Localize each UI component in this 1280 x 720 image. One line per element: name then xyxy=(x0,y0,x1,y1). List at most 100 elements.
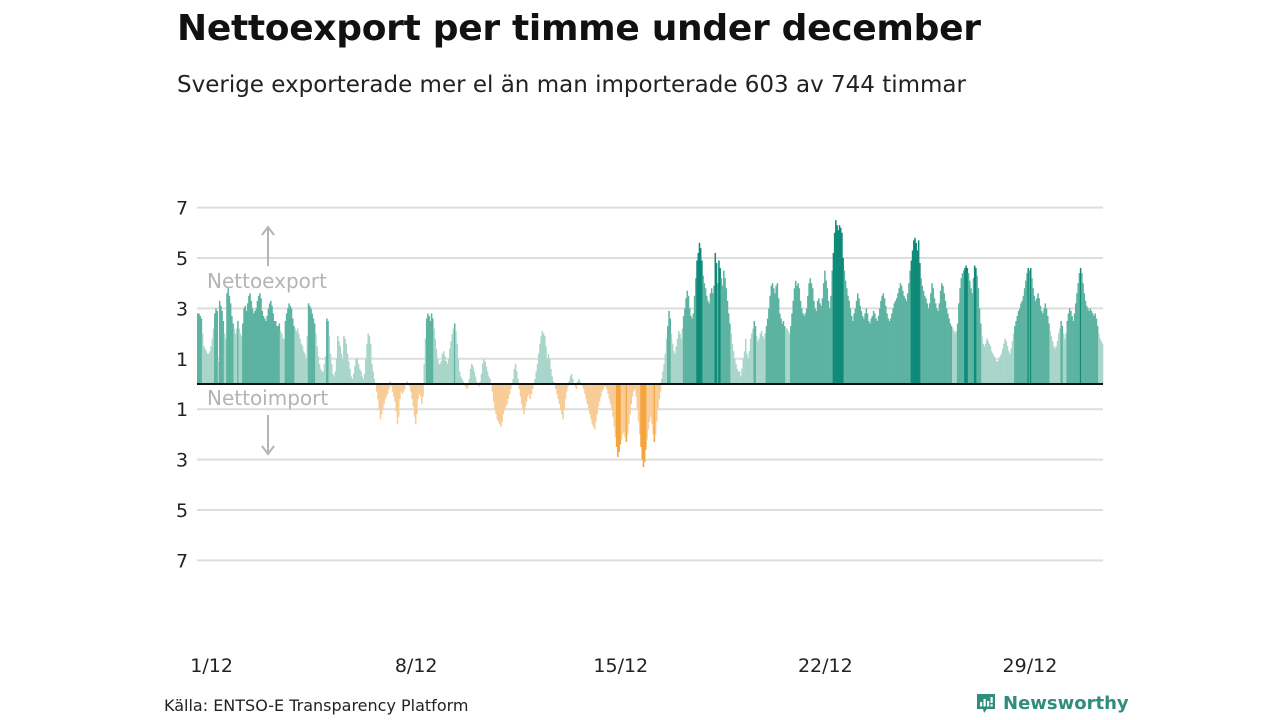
hour-bar xyxy=(530,384,533,395)
hour-bar xyxy=(244,305,247,384)
hour-bar xyxy=(217,361,220,384)
annotations: Nettoexport Nettoimport xyxy=(207,225,328,456)
hour-bar xyxy=(355,358,357,384)
hour-bar xyxy=(830,295,832,384)
hour-bar xyxy=(872,310,875,384)
hour-bar xyxy=(971,293,973,384)
hour-bar xyxy=(256,300,259,384)
hour-bar xyxy=(1042,313,1044,384)
hour-bar xyxy=(1028,270,1031,384)
hour-bar xyxy=(335,358,338,384)
hour-bar xyxy=(282,338,284,384)
hour-bar xyxy=(509,384,512,390)
hour-bar xyxy=(416,384,418,415)
hour-bar xyxy=(358,368,361,384)
y-tick-label: 5 xyxy=(176,248,188,270)
hour-bar xyxy=(430,313,433,384)
hour-bar xyxy=(424,338,427,384)
hour-bar xyxy=(886,313,888,384)
hour-bar xyxy=(207,353,210,384)
hour-bar xyxy=(693,295,696,384)
hour-bar xyxy=(1064,338,1066,384)
hour-bar xyxy=(242,323,244,384)
newsworthy-logo[interactable]: Newsworthy xyxy=(975,692,1129,714)
hour-bar xyxy=(893,303,896,384)
hour-bar xyxy=(261,310,264,384)
hour-bar xyxy=(721,285,724,384)
hour-bar xyxy=(904,298,907,384)
hour-bar xyxy=(212,328,215,384)
hour-bar xyxy=(934,303,937,384)
hour-bar xyxy=(647,384,650,430)
hour-bar xyxy=(413,384,416,417)
hour-bar xyxy=(551,376,553,384)
hour-bar xyxy=(748,351,751,384)
hour-bar xyxy=(211,338,214,384)
hour-bar xyxy=(975,268,977,384)
hour-bar xyxy=(475,381,478,384)
hour-bar xyxy=(911,250,914,384)
hour-bar xyxy=(1092,313,1094,384)
hour-bar xyxy=(1045,308,1048,384)
hour-bar xyxy=(464,384,467,387)
hour-bar xyxy=(248,295,250,384)
hour-bar xyxy=(704,288,707,384)
hour-bar xyxy=(1083,293,1086,384)
hour-bar xyxy=(369,343,372,384)
hour-bar xyxy=(397,384,400,417)
hour-bar xyxy=(703,283,706,384)
hour-bar xyxy=(535,371,538,384)
hour-bar xyxy=(820,305,822,384)
hour-bar xyxy=(620,384,623,440)
hour-bar xyxy=(832,252,835,384)
hour-bar xyxy=(270,300,272,384)
hour-bar xyxy=(1090,310,1093,384)
hour-bar xyxy=(966,268,969,384)
hour-bar xyxy=(813,300,815,384)
hour-bar xyxy=(446,363,449,384)
hour-bar xyxy=(287,308,289,384)
hour-bar xyxy=(737,371,740,384)
hour-bar xyxy=(576,381,579,384)
hour-bar xyxy=(676,338,679,384)
annotation-import: Nettoimport xyxy=(207,386,328,410)
hour-bar xyxy=(419,384,422,397)
hour-bar xyxy=(440,361,443,384)
hour-bar xyxy=(859,305,861,384)
hour-bar xyxy=(453,323,456,384)
hour-bar xyxy=(751,333,753,384)
hour-bar xyxy=(799,300,802,384)
hour-bar xyxy=(906,293,909,384)
hour-bar xyxy=(197,313,199,384)
hour-bar xyxy=(790,326,792,384)
hour-bar xyxy=(793,288,796,384)
hour-bar xyxy=(1081,273,1083,384)
hour-bar xyxy=(664,353,667,384)
hour-bar xyxy=(567,384,569,387)
hour-bar xyxy=(484,361,486,384)
hour-bar xyxy=(915,242,917,384)
hour-bar xyxy=(524,384,527,407)
hour-bar xyxy=(489,378,491,384)
hour-bar xyxy=(712,293,714,384)
hour-bar xyxy=(447,358,450,384)
hour-bar xyxy=(909,270,911,384)
hour-bar xyxy=(277,326,279,384)
hour-bar xyxy=(322,371,324,384)
hour-bar xyxy=(563,384,566,410)
hour-bar xyxy=(850,315,853,384)
bar-chart-bubble-icon xyxy=(977,694,995,713)
hour-bar xyxy=(1005,341,1008,384)
hour-bar xyxy=(376,384,378,392)
hour-bar xyxy=(643,384,646,463)
hour-bar xyxy=(948,318,950,384)
hour-bar xyxy=(768,308,770,384)
hour-bar xyxy=(512,378,514,384)
hour-bar xyxy=(735,363,737,384)
hour-bar xyxy=(380,384,383,415)
hour-bar xyxy=(925,298,927,384)
hour-bar xyxy=(514,363,517,384)
hour-bar xyxy=(442,351,445,384)
hour-bar xyxy=(564,384,567,400)
hour-bar xyxy=(815,310,818,384)
